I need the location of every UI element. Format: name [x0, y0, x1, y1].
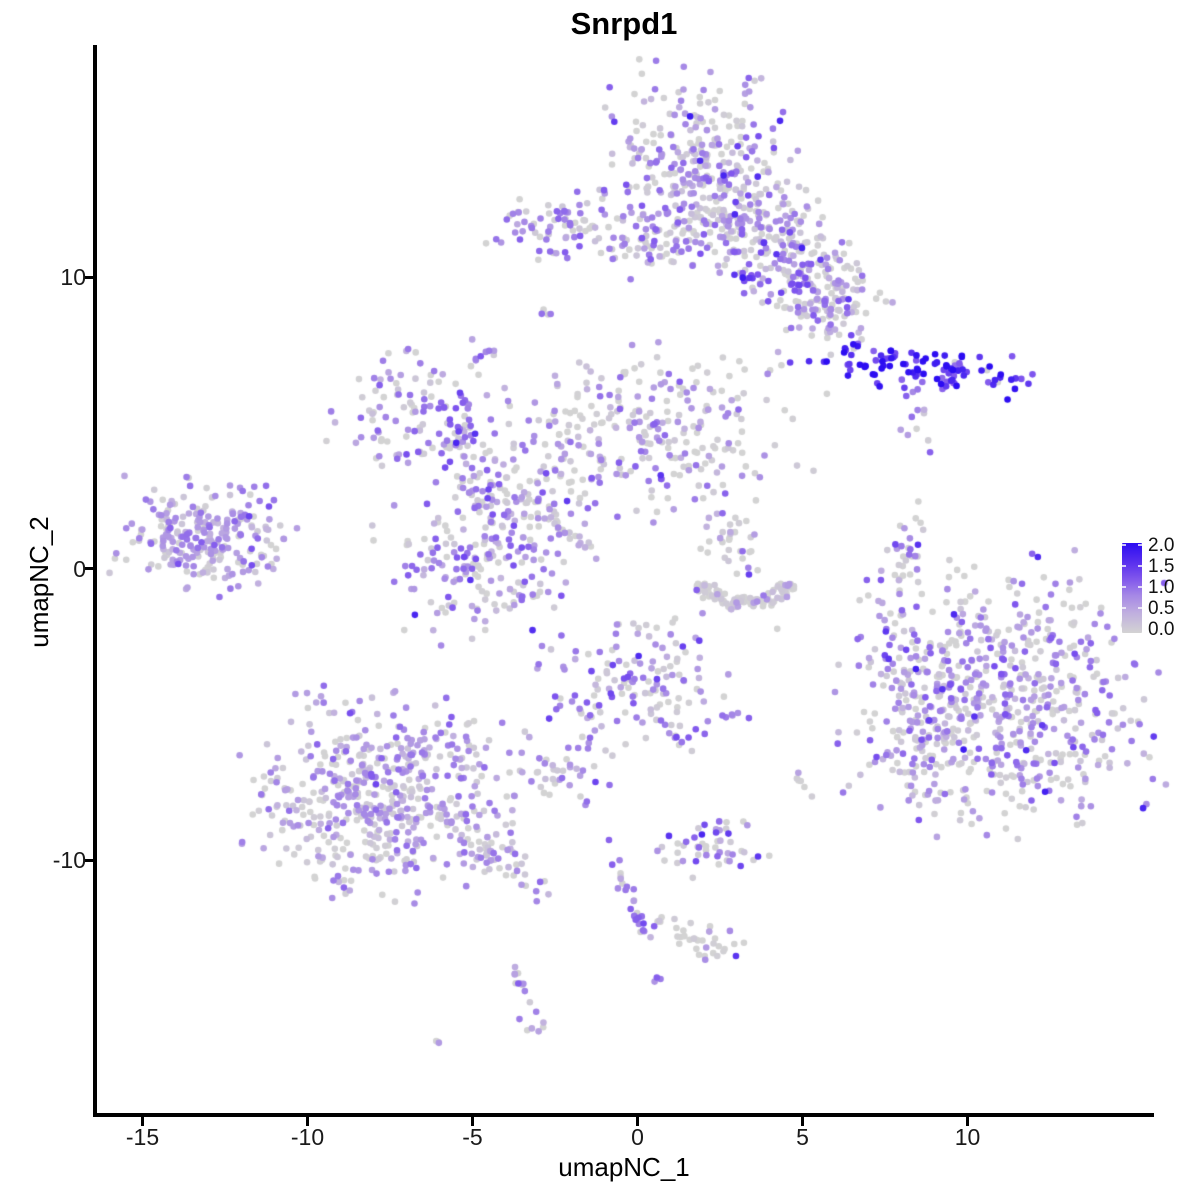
legend-tick-label: 1.0	[1148, 577, 1175, 598]
legend-bar-mark	[1138, 607, 1142, 609]
x-tick-mark	[801, 1117, 804, 1126]
legend-gradient-bar	[1122, 543, 1142, 633]
legend-bar-mark	[1122, 586, 1126, 588]
x-tick-mark	[141, 1117, 144, 1126]
legend-tick-label: 0.5	[1148, 598, 1175, 619]
y-tick-mark	[84, 567, 93, 570]
legend-bar-mark	[1138, 586, 1142, 588]
legend-bar-mark	[1138, 565, 1142, 567]
legend-tick-label: 0.0	[1148, 619, 1175, 640]
x-tick-label: 0	[631, 1124, 644, 1150]
y-tick-label: -10	[52, 847, 86, 873]
x-tick-mark	[636, 1117, 639, 1126]
y-tick-label: 10	[60, 264, 86, 290]
y-axis-line	[93, 45, 97, 1117]
x-tick-mark	[966, 1117, 969, 1126]
legend-bar-mark	[1138, 544, 1142, 546]
y-tick-mark	[84, 858, 93, 862]
x-tick-mark	[306, 1117, 309, 1126]
legend-tick-label: 2.0	[1148, 535, 1175, 556]
y-tick-mark	[84, 275, 93, 279]
legend-bar-mark	[1122, 544, 1126, 546]
y-axis-title: umapNC_2	[24, 516, 54, 648]
x-axis-line	[93, 1113, 1154, 1117]
x-tick-mark	[471, 1117, 474, 1126]
x-tick-label: -15	[125, 1124, 160, 1150]
x-tick-label: 5	[796, 1124, 809, 1150]
x-tick-label: 10	[954, 1124, 981, 1150]
expression-legend: 2.0 1.5 1.0 0.5 0.0	[1120, 536, 1200, 640]
legend-bar-mark	[1122, 565, 1126, 567]
x-axis-title: umapNC_1	[558, 1152, 690, 1182]
y-tick-label: 0	[73, 555, 86, 582]
plot-title: Snrpd1	[570, 6, 678, 41]
legend-tick-label: 1.5	[1148, 556, 1175, 577]
legend-bar-mark	[1122, 607, 1126, 609]
x-tick-label: -5	[462, 1124, 483, 1150]
x-tick-label: -10	[290, 1124, 325, 1150]
